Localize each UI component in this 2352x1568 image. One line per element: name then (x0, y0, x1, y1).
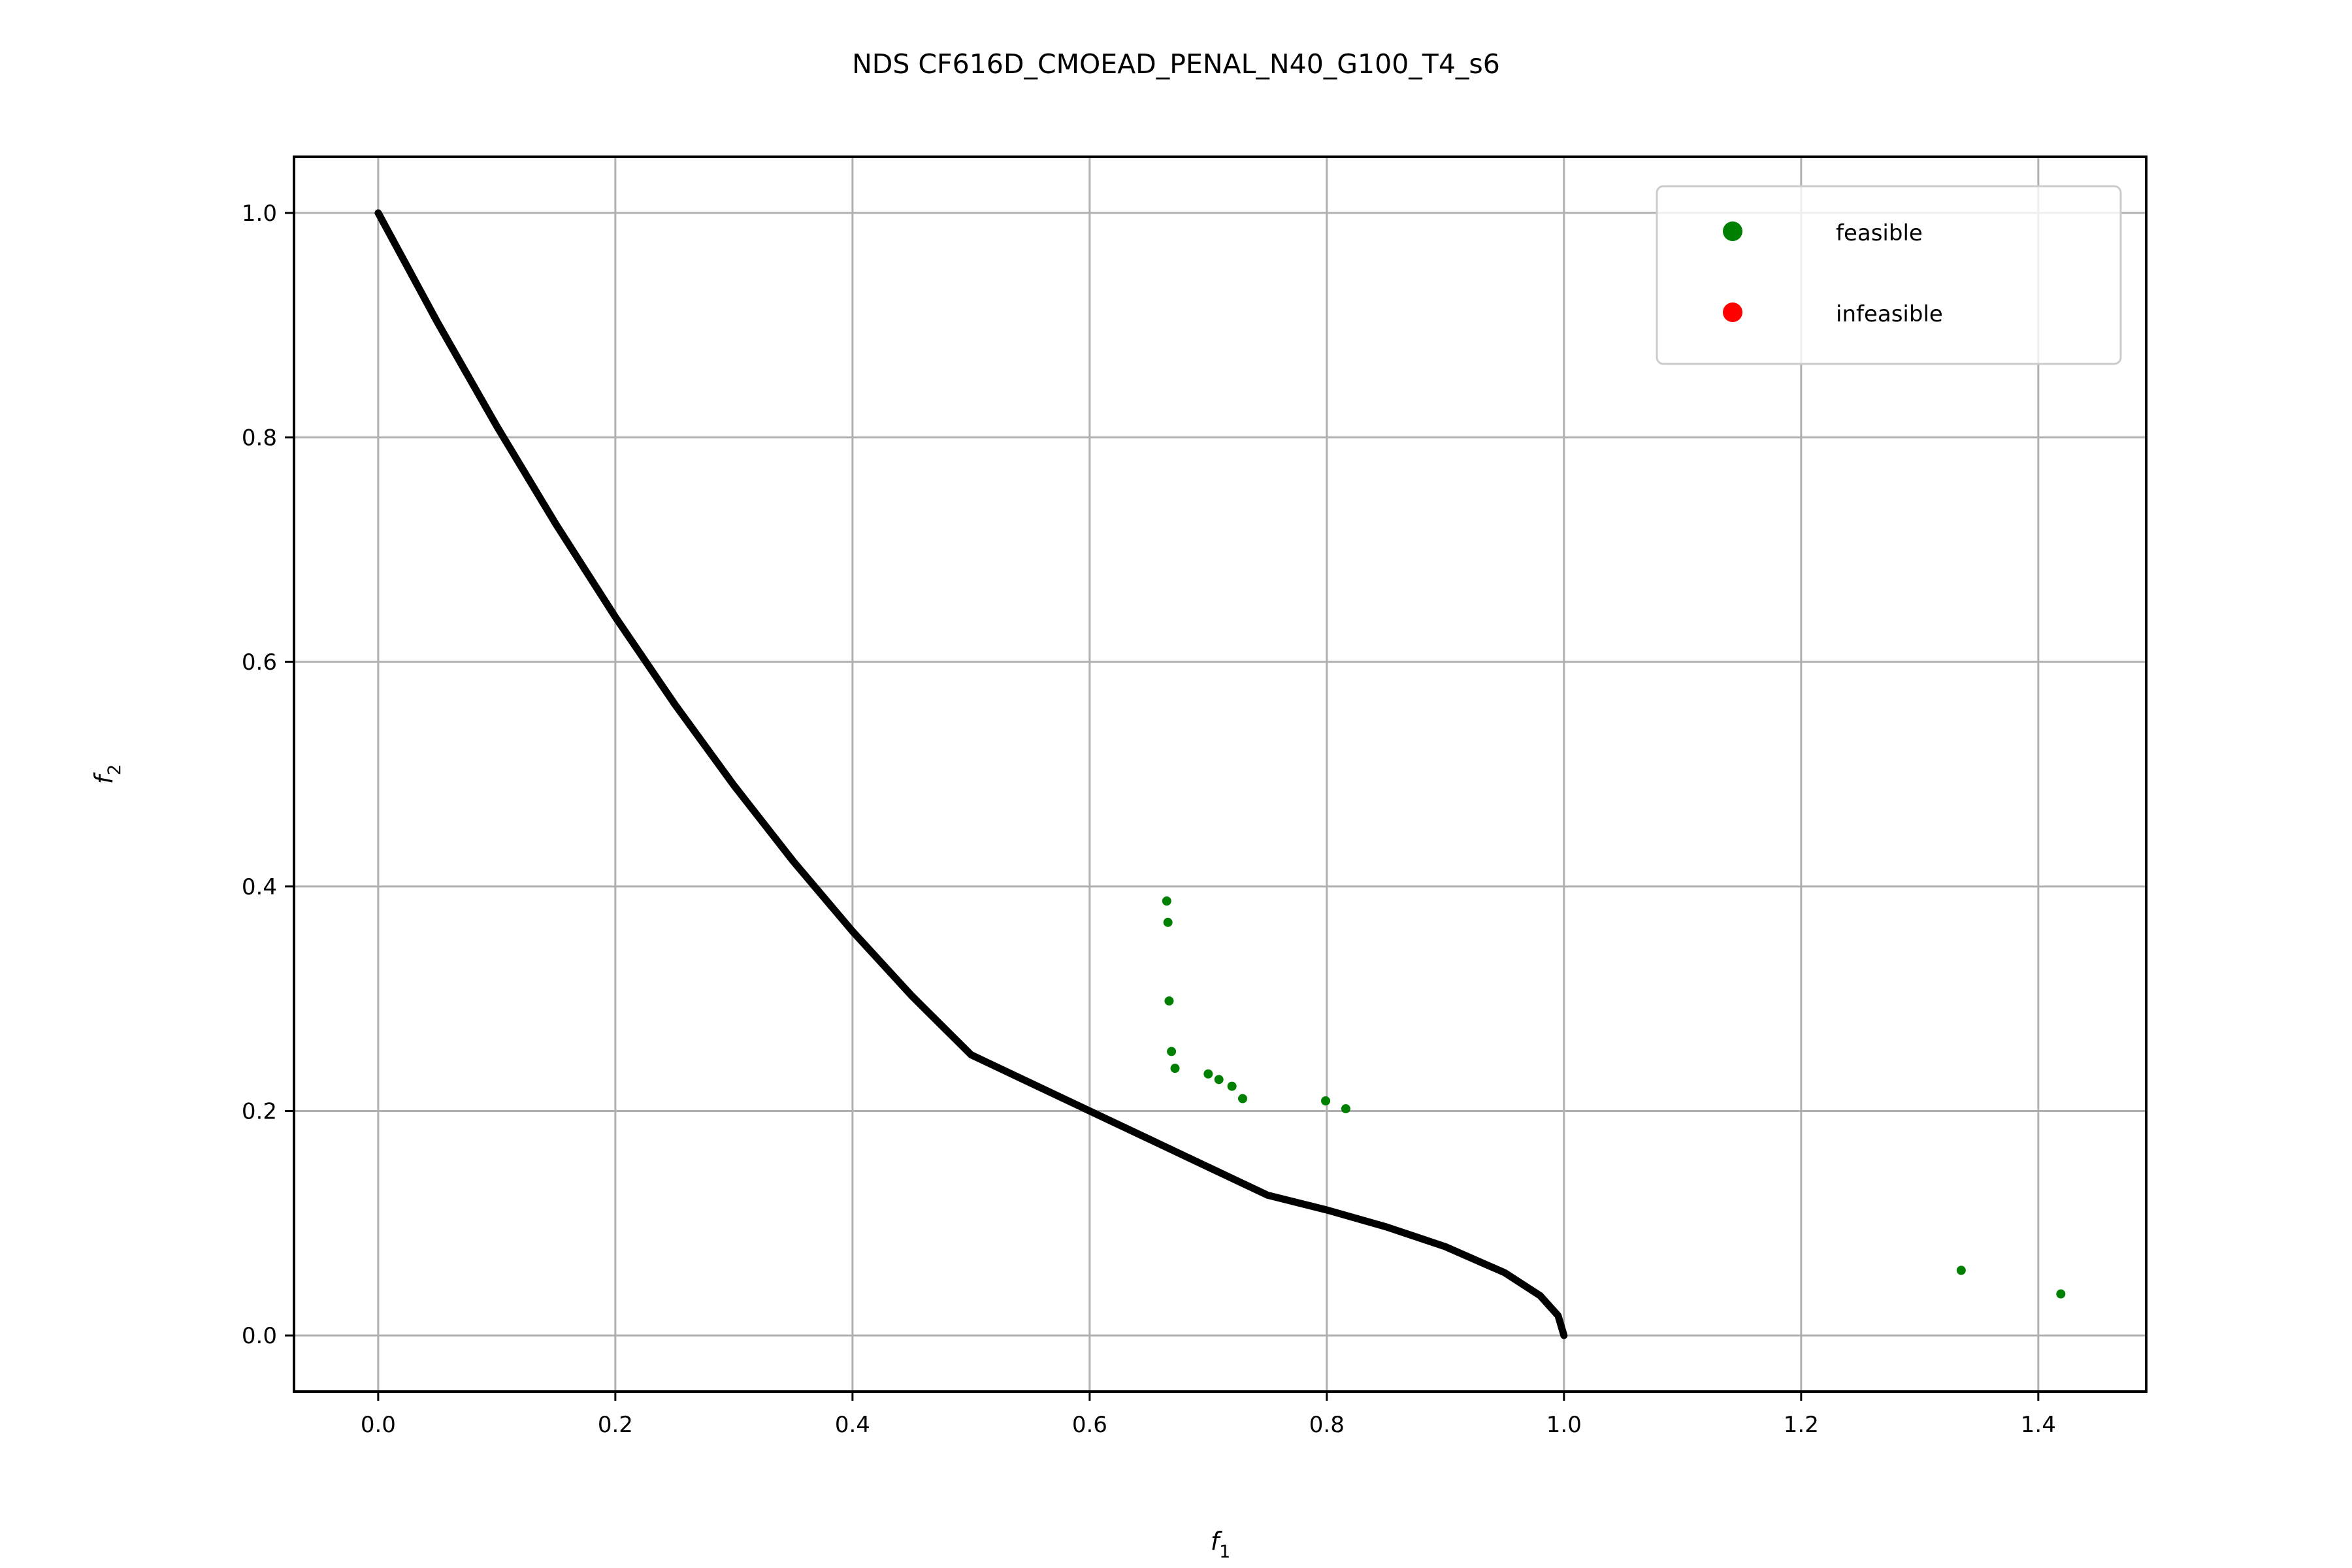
feasible-point (1237, 1094, 1247, 1103)
legend: feasible infeasible (1656, 185, 2122, 365)
feasible-point (1321, 1096, 1331, 1105)
feasible-point (1341, 1104, 1350, 1114)
y-axis-label: f2 (90, 764, 125, 785)
x-tick-label: 1.2 (1784, 1412, 1819, 1438)
x-tick-label: 1.4 (2021, 1412, 2056, 1438)
feasible-point (1163, 917, 1173, 927)
data-points (1162, 896, 2066, 1299)
feasible-point (1227, 1081, 1237, 1091)
feasible-point (1203, 1069, 1213, 1079)
legend-label-infeasible: infeasible (1836, 301, 1943, 327)
pareto-front (374, 209, 1568, 1339)
plot-area-frame (293, 155, 2148, 1393)
y-tick-label: 1.0 (242, 201, 277, 227)
feasible-point (1164, 996, 1174, 1006)
x-tick-label: 0.8 (1309, 1412, 1345, 1438)
x-axis-label-subscript: 1 (1219, 1542, 1230, 1562)
feasible-point (2056, 1289, 2066, 1299)
feasible-point (1170, 1064, 1180, 1073)
y-tick-label: 0.6 (242, 649, 277, 676)
feasible-point (1214, 1075, 1224, 1085)
y-axis-ticks: 0.0 0.2 0.4 0.6 0.8 1.0 (242, 201, 294, 1349)
y-tick-label: 0.4 (242, 874, 277, 900)
y-tick-label: 0.2 (242, 1098, 277, 1124)
y-tick-label: 0.8 (242, 425, 277, 451)
x-tick-label: 0.6 (1072, 1412, 1107, 1438)
x-axis-label: f1 (1211, 1527, 1231, 1562)
feasible-point (1956, 1266, 1966, 1275)
y-tick-label: 0.0 (242, 1323, 277, 1349)
x-tick-label: 0.0 (361, 1412, 396, 1438)
x-axis-ticks: 0.0 0.2 0.4 0.6 0.8 1.0 1.2 1.4 (361, 1392, 2056, 1438)
x-tick-label: 1.0 (1546, 1412, 1582, 1438)
y-axis-label-subscript: 2 (105, 764, 125, 776)
feasible-point (1162, 896, 1171, 906)
pareto-front-line (374, 209, 1568, 1339)
legend-label-feasible: feasible (1836, 220, 1923, 246)
legend-marker-infeasible (1723, 302, 1742, 322)
x-tick-label: 0.4 (835, 1412, 870, 1438)
legend-marker-feasible (1723, 221, 1742, 241)
x-tick-label: 0.2 (598, 1412, 633, 1438)
feasible-point (1167, 1047, 1177, 1056)
chart-title: NDS CF616D_CMOEAD_PENAL_N40_G100_T4_s6 (852, 48, 1500, 80)
legend-box (1656, 185, 2122, 365)
